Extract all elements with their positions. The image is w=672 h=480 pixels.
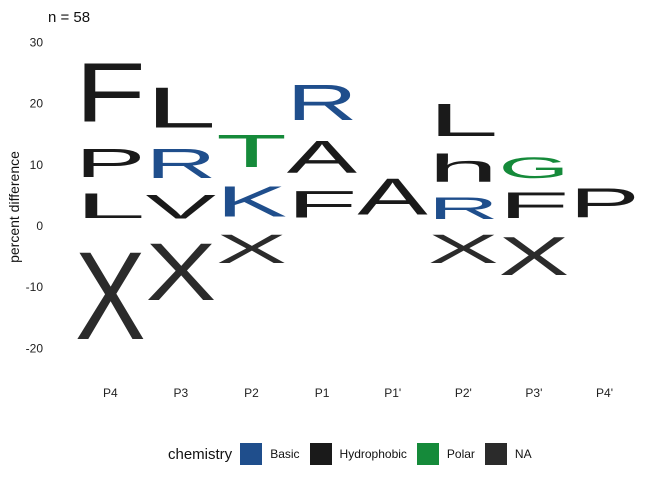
x-tick-label: P3 — [174, 386, 189, 400]
legend-swatch-hydrophobic — [309, 443, 332, 465]
legend-swatch-polar — [416, 443, 439, 465]
x-tick-label: P1 — [315, 386, 330, 400]
x-tick-label: P4' — [596, 386, 613, 400]
logo-letter-k: K — [216, 178, 287, 227]
legend-label-hydrophobic: Hydrophobic — [339, 447, 407, 461]
logo-letter-p: P — [75, 140, 146, 186]
legend-item-basic: Basic — [240, 443, 300, 465]
chart-title: n = 58 — [48, 9, 90, 26]
logo-letter-x: X — [146, 226, 217, 318]
logo-letter-l: L — [146, 76, 217, 140]
y-tick-label: -20 — [26, 341, 44, 355]
legend-item-na: NA — [484, 443, 532, 465]
x-tick-label: P4 — [103, 386, 118, 400]
x-tick-label: P1' — [384, 386, 401, 400]
x-tick-label: P2 — [244, 386, 259, 400]
logo-letter-g: G — [499, 151, 570, 184]
logo-letter-a: A — [287, 131, 358, 183]
logo-letter-r: R — [287, 74, 358, 131]
logo-letter-f: F — [287, 183, 358, 226]
logo-letter-v: V — [146, 187, 216, 226]
x-tick-label: P3' — [525, 386, 542, 400]
x-tick-label: P2' — [455, 386, 472, 400]
legend: chemistry Basic Hydrophobic Polar NA — [168, 443, 542, 465]
legend-item-polar: Polar — [416, 443, 475, 465]
legend-label-basic: Basic — [270, 447, 300, 461]
y-tick-label: 10 — [30, 158, 44, 172]
logo-letter-x: X — [216, 226, 287, 272]
logo-letter-p: P — [569, 180, 640, 226]
x-axis-ticks: P4 P3 P2 P1 P1' P2' P3' P4' — [103, 386, 613, 400]
logo-letter-f: F — [499, 184, 570, 226]
logo-letter-r: R — [428, 191, 499, 226]
logo-letter-x: X — [428, 226, 499, 272]
legend-label-polar: Polar — [446, 447, 475, 461]
legend-swatch-basic — [240, 443, 263, 465]
y-tick-label: 20 — [30, 97, 44, 111]
y-tick-label: 0 — [36, 219, 43, 233]
legend-label-na: NA — [514, 447, 532, 461]
y-tick-label: -10 — [26, 280, 44, 294]
logo-letter-t: T — [216, 125, 287, 177]
legend-item-hydrophobic: Hydrophobic — [309, 443, 407, 465]
logo-letter-f: F — [75, 46, 146, 140]
logo-letter-a: A — [357, 168, 428, 226]
legend-title: chemistry — [168, 445, 233, 463]
y-axis-label: percent difference — [6, 151, 22, 263]
logo-letter-x: X — [499, 226, 570, 287]
logo-letter-x: X — [75, 226, 146, 367]
logo-letter-h: h — [428, 146, 499, 190]
logo-letter-r: R — [146, 140, 217, 187]
y-axis-ticks: -20 -10 0 10 20 30 — [26, 35, 44, 355]
logo-letter-l: L — [428, 94, 499, 146]
logo-letter-l: L — [75, 186, 146, 226]
y-tick-label: 30 — [30, 35, 44, 49]
legend-swatch-na — [484, 443, 507, 465]
